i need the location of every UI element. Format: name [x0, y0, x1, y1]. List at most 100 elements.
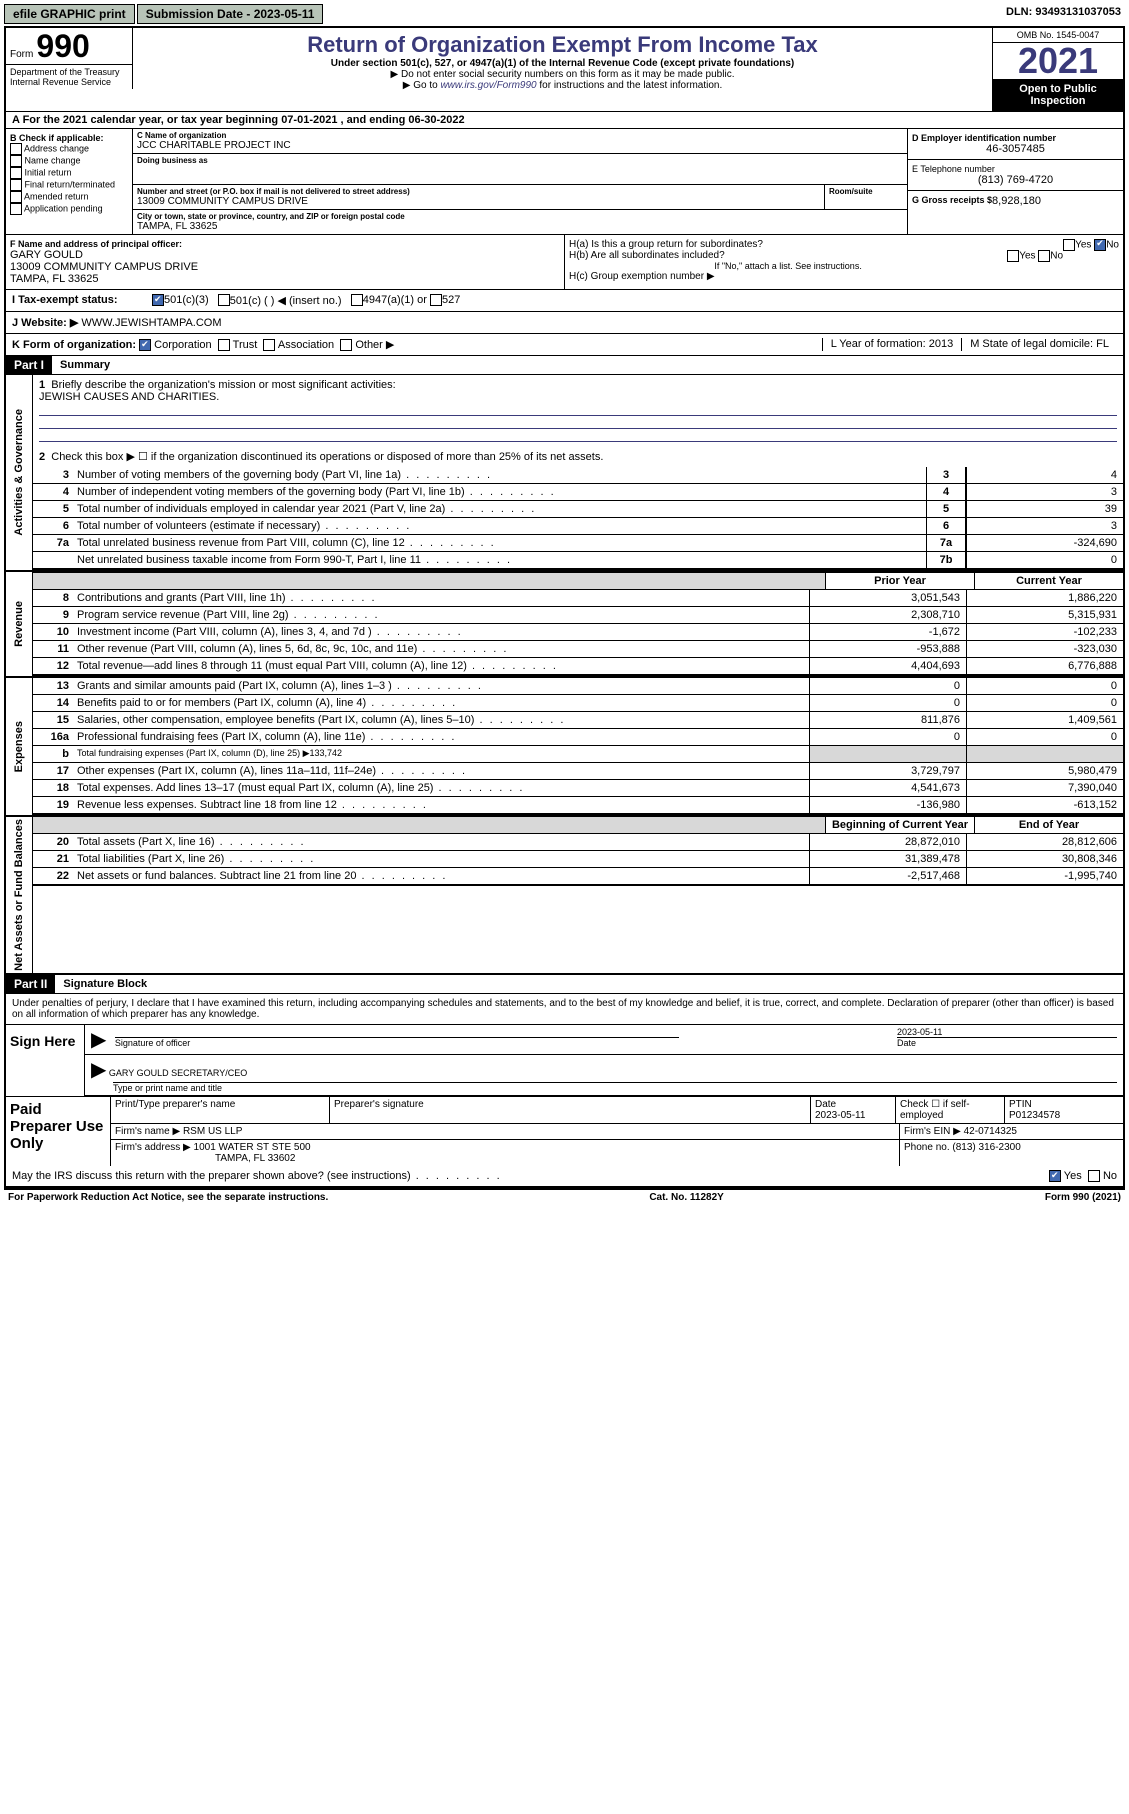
g-gross-label: G Gross receipts $ — [912, 195, 992, 207]
hc-label: H(c) Group exemption number ▶ — [569, 271, 1119, 282]
cb-irs-no[interactable] — [1088, 1170, 1100, 1182]
cb-corporation[interactable] — [139, 339, 151, 351]
cb-association[interactable] — [263, 339, 275, 351]
ein-value: 46-3057485 — [912, 143, 1119, 155]
dba: Doing business as — [133, 154, 907, 184]
form-number: 990 — [36, 28, 89, 64]
cb-trust[interactable] — [218, 339, 230, 351]
firm-address: Firm's address ▶ 1001 WATER ST STE 500 T… — [111, 1140, 900, 1166]
summary-row: 6 Total number of volunteers (estimate i… — [33, 518, 1123, 535]
summary-row: 7a Total unrelated business revenue from… — [33, 535, 1123, 552]
section-governance: Activities & Governance 1 Briefly descri… — [6, 375, 1123, 572]
form-subtitle: Under section 501(c), 527, or 4947(a)(1)… — [141, 58, 984, 69]
section-f-h: F Name and address of principal officer:… — [6, 235, 1123, 290]
website-value[interactable]: WWW.JEWISHTAMPA.COM — [81, 317, 221, 329]
ha-label: H(a) Is this a group return for subordin… — [569, 239, 763, 250]
summary-row: 9 Program service revenue (Part VIII, li… — [33, 607, 1123, 624]
vert-expenses: Expenses — [6, 678, 33, 815]
l-year-formation: L Year of formation: 2013 — [822, 338, 962, 351]
inspection-notice: Open to Public Inspection — [993, 79, 1123, 111]
f-officer: F Name and address of principal officer:… — [6, 235, 565, 289]
cb-final-return[interactable]: Final return/terminated — [10, 179, 128, 191]
q1-mission: 1 Briefly describe the organization's mi… — [33, 375, 1123, 446]
row-j-website: J Website: ▶ WWW.JEWISHTAMPA.COM — [6, 312, 1123, 334]
ptin: PTINP01234578 — [1005, 1097, 1123, 1123]
title-box: Return of Organization Exempt From Incom… — [133, 28, 992, 111]
form-title: Return of Organization Exempt From Incom… — [141, 32, 984, 58]
form-header: Form 990 Department of the Treasury Inte… — [6, 28, 1123, 112]
signature-officer-field[interactable]: ▶ Signature of officer — [91, 1027, 897, 1052]
form-ref: Form 990 (2021) — [1045, 1192, 1121, 1203]
spacer — [33, 817, 73, 833]
form-number-box: Form 990 Department of the Treasury Inte… — [6, 28, 133, 111]
summary-row: 19 Revenue less expenses. Subtract line … — [33, 797, 1123, 815]
note-link: ▶ Go to www.irs.gov/Form990 for instruct… — [141, 80, 984, 91]
summary-row: 5 Total number of individuals employed i… — [33, 501, 1123, 518]
j-label: J Website: ▶ — [12, 317, 78, 329]
summary-row: 20 Total assets (Part X, line 16) 28,872… — [33, 834, 1123, 851]
may-irs-discuss: May the IRS discuss this return with the… — [6, 1166, 1123, 1188]
paid-preparer-block: Paid Preparer Use Only Print/Type prepar… — [6, 1096, 1123, 1166]
hb-label: H(b) Are all subordinates included? — [569, 250, 725, 261]
efile-print-button[interactable]: efile GRAPHIC print — [4, 4, 135, 24]
sign-here-block: Sign Here ▶ Signature of officer 2023-05… — [6, 1024, 1123, 1096]
signature-date: 2023-05-11 Date — [897, 1027, 1117, 1052]
col-b-checkboxes: B Check if applicable: Address change Na… — [6, 129, 133, 234]
cb-527[interactable] — [430, 294, 442, 306]
self-employed-check[interactable]: Check ☐ if self-employed — [896, 1097, 1005, 1123]
cb-amended-return[interactable]: Amended return — [10, 191, 128, 203]
vert-net-assets: Net Assets or Fund Balances — [6, 817, 33, 973]
summary-row: 14 Benefits paid to or for members (Part… — [33, 695, 1123, 712]
spacer — [33, 573, 73, 589]
cb-irs-yes[interactable] — [1049, 1170, 1061, 1182]
summary-row: 15 Salaries, other compensation, employe… — [33, 712, 1123, 729]
form-label: Form — [10, 49, 33, 60]
summary-row: 4 Number of independent voting members o… — [33, 484, 1123, 501]
beginning-year-header: Beginning of Current Year — [825, 817, 974, 833]
k-label: K Form of organization: — [12, 339, 136, 351]
submission-date-button[interactable]: Submission Date - 2023-05-11 — [137, 4, 324, 24]
dln-label: DLN: 93493131037053 — [1002, 4, 1125, 24]
summary-row: 18 Total expenses. Add lines 13–17 (must… — [33, 780, 1123, 797]
cb-application-pending[interactable]: Application pending — [10, 203, 128, 215]
paid-preparer-label: Paid Preparer Use Only — [6, 1097, 111, 1166]
line-a: A For the 2021 calendar year, or tax yea… — [6, 112, 1123, 129]
i-label: I Tax-exempt status: — [12, 294, 152, 307]
summary-row: 13 Grants and similar amounts paid (Part… — [33, 678, 1123, 695]
summary-row: Net unrelated business taxable income fr… — [33, 552, 1123, 570]
irs-link[interactable]: www.irs.gov/Form990 — [440, 80, 536, 91]
current-year-header: Current Year — [974, 573, 1123, 589]
cb-other[interactable] — [340, 339, 352, 351]
sign-here-label: Sign Here — [6, 1025, 85, 1096]
gross-receipts-value: 8,928,180 — [992, 195, 1041, 207]
q2-checkbox: 2 Check this box ▶ ☐ if the organization… — [33, 446, 1123, 467]
hb-note: If "No," attach a list. See instructions… — [569, 261, 1119, 271]
section-b-to-g: B Check if applicable: Address change Na… — [6, 129, 1123, 235]
col-d-to-g: D Employer identification number 46-3057… — [908, 129, 1123, 234]
spacer — [73, 573, 825, 589]
room-suite: Room/suite — [824, 185, 907, 209]
tax-year: 2021 — [993, 43, 1123, 79]
row-i-tax-status: I Tax-exempt status: 501(c)(3) 501(c) ( … — [6, 290, 1123, 312]
year-box: OMB No. 1545-0047 2021 Open to Public In… — [992, 28, 1123, 111]
phone-value: (813) 769-4720 — [912, 174, 1119, 186]
preparer-name: Print/Type preparer's name — [111, 1097, 330, 1123]
summary-row: 11 Other revenue (Part VIII, column (A),… — [33, 641, 1123, 658]
cb-initial-return[interactable]: Initial return — [10, 167, 128, 179]
part1-title: Summary — [52, 357, 118, 373]
h-group-return: H(a) Is this a group return for subordin… — [565, 235, 1123, 289]
summary-row: 12 Total revenue—add lines 8 through 11 … — [33, 658, 1123, 676]
cb-501c3[interactable] — [152, 294, 164, 306]
cb-501c[interactable] — [218, 294, 230, 306]
street-address: Number and street (or P.O. box if mail i… — [133, 185, 824, 209]
page-footer: For Paperwork Reduction Act Notice, see … — [4, 1190, 1125, 1205]
col-c-name-address: C Name of organization JCC CHARITABLE PR… — [133, 129, 908, 234]
cb-name-change[interactable]: Name change — [10, 155, 128, 167]
cb-address-change[interactable]: Address change — [10, 143, 128, 155]
firm-ein: Firm's EIN ▶ 42-0714325 — [900, 1124, 1123, 1139]
city-state-zip: City or town, state or province, country… — [133, 210, 907, 234]
summary-row: b Total fundraising expenses (Part IX, c… — [33, 746, 1123, 763]
summary-row: 3 Number of voting members of the govern… — [33, 467, 1123, 484]
cb-4947[interactable] — [351, 294, 363, 306]
c-org-name: C Name of organization JCC CHARITABLE PR… — [133, 129, 907, 153]
